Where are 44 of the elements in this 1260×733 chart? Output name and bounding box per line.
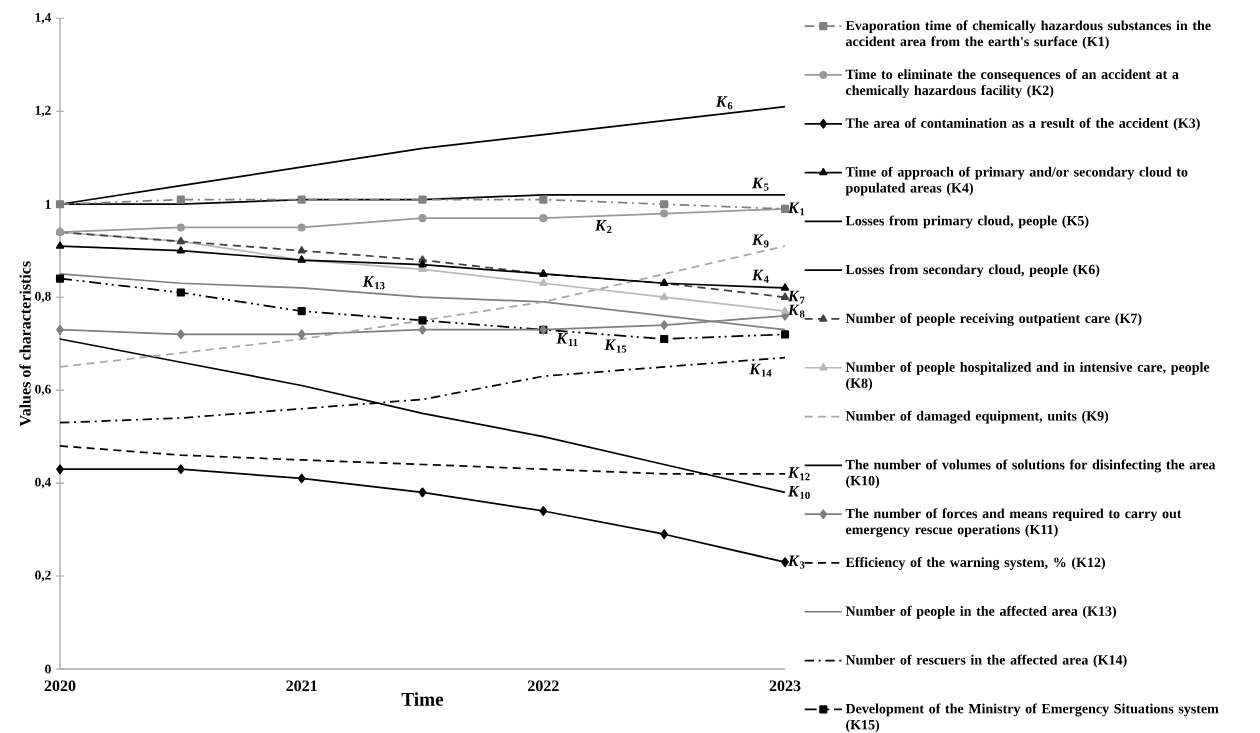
- x-tick-label: 2022: [528, 680, 559, 692]
- legend-label: Losses from secondary cloud, people (K6): [845, 264, 1100, 278]
- legend-label: Evaporation time of chemically hazardous substances in the accident area from the earth's surface (K1): [845, 20, 1211, 50]
- x-tick-label: 2020: [44, 680, 76, 692]
- legend-label: Time to eliminate the consequences of an accident at a chemically hazardous facility (K2): [845, 69, 1179, 98]
- y-tick-label: 0,6: [35, 384, 51, 396]
- legend-label: Losses from primary cloud, people (K5): [845, 215, 1089, 229]
- x-axis-title: Time: [401, 692, 444, 706]
- legend-label: The number of forces and means required to carry out emergency rescue operations (K11): [845, 508, 1182, 538]
- y-axis-title: Values of characteristics: [19, 261, 31, 427]
- annotation: K$_{11}$: [556, 333, 578, 346]
- legend-label: The number of volumes of solutions for disinfecting the area (K10): [845, 459, 1216, 489]
- annotation: K$_{1}$: [787, 202, 805, 216]
- legend-label: Number of people in the affected area (K13): [845, 605, 1117, 619]
- legend-label: Number of people receiving outpatient care (K7): [845, 313, 1142, 326]
- legend-label: Number of rescuers in the affected area (K14): [845, 654, 1127, 668]
- y-tick-label: 1,4: [35, 12, 52, 24]
- annotation: K$_{4}$: [751, 269, 769, 283]
- annotation: K$_{6}$: [715, 96, 733, 110]
- annotation: K$_{5}$: [751, 177, 769, 191]
- annotation: K$_{14}$: [749, 363, 772, 377]
- legend-label: Number of people hospitalized and in intensive care, people (K8): [845, 361, 1210, 391]
- annotation: K$_{15}$: [604, 339, 627, 353]
- x-tick-label: 2023: [769, 680, 801, 692]
- legend-label: Time of approach of primary and/or secondary cloud to populated areas (K4): [845, 166, 1188, 196]
- annotation: K$_{3}$: [787, 555, 805, 569]
- annotation: K$_{9}$: [751, 234, 769, 248]
- annotation: K$_{12}$: [787, 467, 810, 481]
- y-tick-label: 1: [45, 199, 51, 209]
- y-tick-label: 1,2: [35, 105, 51, 117]
- y-tick-label: 0,4: [35, 477, 52, 489]
- x-tick-label: 2021: [286, 680, 317, 692]
- legend-label: Number of damaged equipment, units (K9): [845, 410, 1109, 424]
- legend-label: Development of the Ministry of Emergency Situations system (K15): [845, 703, 1219, 733]
- annotation: K$_{10}$: [787, 485, 810, 499]
- annotation: K$_{2}$: [594, 220, 612, 233]
- annotation: K$_{13}$: [362, 276, 385, 290]
- annotation: K$_{7}$: [787, 290, 805, 304]
- legend-label: Efficiency of the warning system, % (K12): [845, 557, 1105, 570]
- annotation: K$_{8}$: [787, 304, 805, 318]
- y-tick-label: 0,2: [35, 570, 51, 582]
- y-tick-label: 0,8: [35, 291, 51, 303]
- legend-label: The area of contamination as a result of the accident (K3): [845, 117, 1200, 131]
- y-tick-label: 0: [45, 664, 51, 674]
